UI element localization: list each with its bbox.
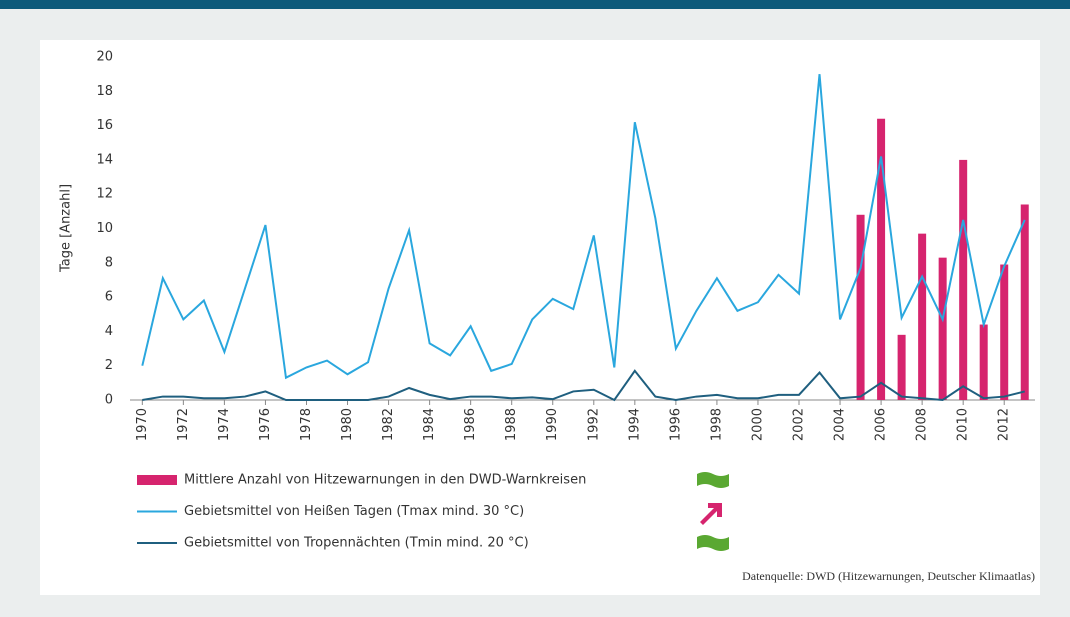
x-tick-label: 1998 bbox=[709, 408, 724, 441]
bar bbox=[938, 257, 947, 400]
x-tick-label: 2010 bbox=[956, 408, 971, 441]
x-tick-label: 1986 bbox=[463, 408, 478, 441]
y-tick-label: 4 bbox=[105, 324, 113, 339]
bar bbox=[959, 159, 968, 400]
legend-swatch bbox=[137, 475, 177, 485]
x-tick-label: 1996 bbox=[668, 408, 683, 441]
line bbox=[142, 369, 1025, 402]
legend-label: Gebietsmittel von Tropennächten (Tmin mi… bbox=[184, 536, 529, 551]
status-flag bbox=[697, 472, 729, 488]
y-tick-label: 0 bbox=[105, 393, 113, 408]
x-tick-label: 1980 bbox=[340, 408, 355, 441]
x-tick-label: 2006 bbox=[874, 408, 889, 441]
status-flag bbox=[697, 535, 729, 551]
y-tick-label: 14 bbox=[96, 152, 113, 167]
y-tick-label: 12 bbox=[96, 187, 113, 202]
x-tick-label: 1976 bbox=[258, 408, 273, 441]
x-tick-label: 1974 bbox=[217, 408, 232, 441]
y-tick-label: 2 bbox=[105, 358, 113, 373]
x-tick-label: 2008 bbox=[915, 408, 930, 441]
x-tick-label: 2004 bbox=[833, 408, 848, 441]
bar bbox=[918, 233, 927, 400]
x-tick-label: 2000 bbox=[750, 408, 765, 441]
y-tick-label: 16 bbox=[96, 118, 113, 133]
bar bbox=[1020, 204, 1029, 400]
y-tick-label: 20 bbox=[96, 50, 113, 65]
x-tick-label: 1994 bbox=[627, 408, 642, 441]
y-tick-label: 10 bbox=[96, 221, 113, 236]
y-tick-label: 18 bbox=[96, 84, 113, 99]
x-tick-label: 1970 bbox=[135, 408, 150, 441]
line bbox=[141, 74, 1026, 380]
x-tick-label: 1984 bbox=[422, 408, 437, 441]
x-tick-label: 2012 bbox=[997, 408, 1012, 441]
x-tick-label: 1982 bbox=[381, 408, 396, 441]
y-tick-label: 6 bbox=[105, 290, 113, 305]
bar bbox=[897, 334, 906, 400]
y-tick-label: 8 bbox=[105, 255, 113, 270]
x-tick-label: 1978 bbox=[299, 408, 314, 441]
bar bbox=[856, 214, 865, 400]
trend-arrow bbox=[700, 503, 722, 525]
y-axis-label: Tage [Anzahl] bbox=[59, 184, 74, 273]
x-tick-label: 2002 bbox=[792, 408, 807, 441]
header-bar bbox=[0, 0, 1070, 9]
x-tick-label: 1972 bbox=[176, 408, 191, 441]
x-tick-label: 1992 bbox=[586, 408, 601, 441]
x-tick-label: 1990 bbox=[545, 408, 560, 441]
x-tick-label: 1988 bbox=[504, 408, 519, 441]
bar bbox=[877, 118, 886, 401]
bar bbox=[1000, 264, 1009, 400]
legend-label: Gebietsmittel von Heißen Tagen (Tmax min… bbox=[184, 504, 524, 519]
panel bbox=[40, 40, 1040, 595]
source: Datenquelle: DWD (Hitzewarnungen, Deutsc… bbox=[742, 569, 1035, 583]
bar bbox=[979, 324, 988, 400]
legend-label: Mittlere Anzahl von Hitzewarnungen in de… bbox=[184, 473, 586, 488]
